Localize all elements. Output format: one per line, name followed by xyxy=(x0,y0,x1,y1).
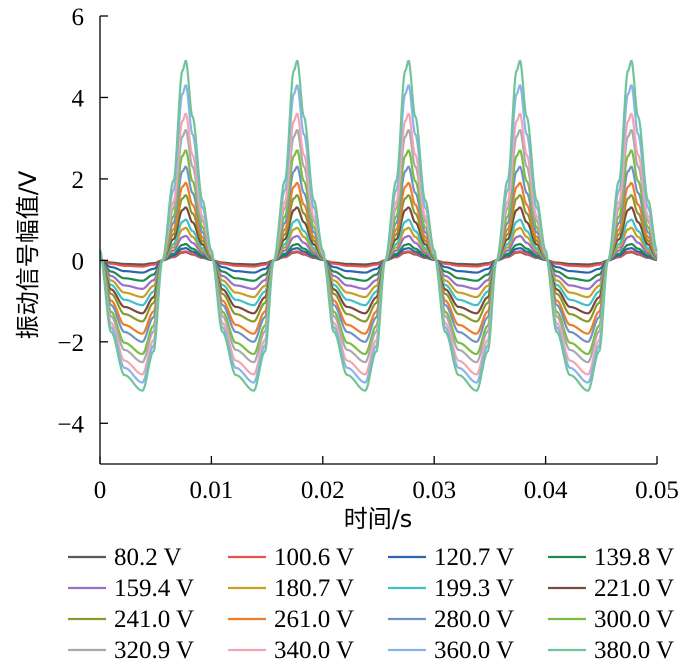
y-tick-label: −4 xyxy=(57,411,84,438)
series-line-3 xyxy=(99,247,658,274)
legend-label: 159.4 V xyxy=(114,575,194,602)
legend-item: 261.0 V xyxy=(228,606,354,633)
legend-label: 180.7 V xyxy=(274,575,354,602)
legend-item: 241.0 V xyxy=(68,606,194,633)
legend-label: 221.0 V xyxy=(594,575,674,602)
legend-label: 380.0 V xyxy=(594,637,674,664)
series-line-16 xyxy=(99,59,658,392)
legend-label: 340.0 V xyxy=(274,637,354,664)
y-tick-label: 4 xyxy=(72,85,85,112)
legend-item: 280.0 V xyxy=(388,606,514,633)
legend: 80.2 V 100.6 V 120.7 V 139.8 V 159.4 V 180.7 … xyxy=(68,544,674,664)
legend-item: 139.8 V xyxy=(548,544,674,571)
legend-item: 180.7 V xyxy=(228,575,354,602)
x-tick-label: 0.01 xyxy=(190,477,234,504)
x-axis-title: 时间/s xyxy=(344,505,413,533)
x-tick-label: 0.02 xyxy=(301,477,345,504)
legend-label: 300.0 V xyxy=(594,606,674,633)
series-line-4 xyxy=(99,242,658,282)
legend-label: 320.9 V xyxy=(114,637,194,664)
legend-label: 100.6 V xyxy=(274,544,354,571)
series-line-5 xyxy=(99,234,658,290)
x-tick-label: 0.05 xyxy=(635,477,679,504)
legend-label: 80.2 V xyxy=(114,544,182,571)
legend-item: 159.4 V xyxy=(68,575,194,602)
y-tick-label: 0 xyxy=(72,248,85,275)
legend-label: 360.0 V xyxy=(434,637,514,664)
y-tick-label: 2 xyxy=(72,167,85,194)
legend-label: 261.0 V xyxy=(274,606,354,633)
legend-label: 280.0 V xyxy=(434,606,514,633)
legend-label: 241.0 V xyxy=(114,606,194,633)
legend-label: 139.8 V xyxy=(594,544,674,571)
legend-item: 360.0 V xyxy=(388,637,514,664)
legend-item: 100.6 V xyxy=(228,544,354,571)
x-tick-label: 0.03 xyxy=(412,477,456,504)
series-line-2 xyxy=(99,250,658,268)
legend-label: 120.7 V xyxy=(434,544,514,571)
series-layer xyxy=(99,59,658,392)
y-tick-label: −2 xyxy=(57,330,84,357)
legend-item: 320.9 V xyxy=(68,637,194,664)
y-tick-label: 6 xyxy=(72,4,85,31)
legend-label: 199.3 V xyxy=(434,575,514,602)
legend-item: 80.2 V xyxy=(68,544,182,571)
series-line-1 xyxy=(99,251,658,266)
legend-item: 340.0 V xyxy=(228,637,354,664)
x-tick-label: 0 xyxy=(94,477,107,504)
legend-item: 300.0 V xyxy=(548,606,674,633)
axes-layer: 0 0.01 0.02 0.03 0.04 0.05 −4 −2 0 2 4 6 xyxy=(57,4,678,504)
legend-item: 221.0 V xyxy=(548,575,674,602)
legend-item: 380.0 V xyxy=(548,637,674,664)
x-tick-label: 0.04 xyxy=(524,477,568,504)
y-axis-title: 振动信号幅值/V xyxy=(14,170,42,339)
legend-item: 120.7 V xyxy=(388,544,514,571)
legend-item: 199.3 V xyxy=(388,575,514,602)
